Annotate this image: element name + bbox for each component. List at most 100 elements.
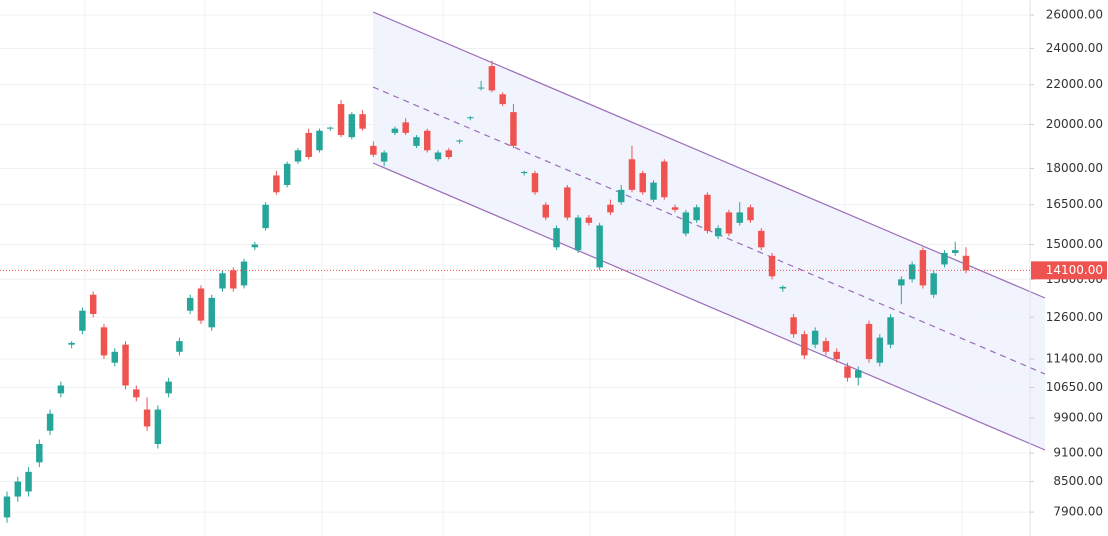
candle-body	[186, 297, 194, 311]
last-price-box	[1031, 261, 1107, 280]
candle-body	[855, 370, 862, 378]
candle-body	[682, 212, 690, 234]
candle-body	[456, 140, 463, 142]
candle-body	[262, 204, 269, 229]
candle-body	[488, 66, 496, 91]
candle-body	[499, 94, 506, 105]
candle-body	[930, 273, 937, 295]
candle-body	[273, 175, 280, 193]
candle-body	[68, 342, 75, 345]
candle-body	[585, 217, 593, 223]
candle-body	[510, 112, 517, 146]
candle-body	[219, 273, 226, 289]
candle-body	[79, 310, 86, 331]
candle-body	[57, 385, 65, 394]
candle-body	[208, 297, 215, 328]
y-tick-label: 26000.00	[1046, 7, 1103, 21]
y-tick-label: 12600.00	[1046, 310, 1103, 324]
candle-body	[671, 207, 679, 210]
candle-body	[833, 351, 840, 360]
candle-body	[779, 286, 787, 289]
candle-body	[240, 261, 248, 286]
candle-body	[650, 182, 657, 200]
y-tick-label: 8500.00	[1053, 474, 1103, 488]
y-tick-label: 9100.00	[1053, 446, 1103, 460]
candle-body	[704, 194, 711, 231]
candle-body	[176, 341, 183, 352]
candle-body	[919, 250, 927, 286]
candle-body	[865, 323, 873, 360]
candle-body	[596, 225, 603, 268]
candle-body	[36, 444, 43, 463]
candle-body	[100, 327, 108, 356]
candle-body	[639, 173, 646, 193]
candle-body	[628, 159, 636, 190]
candle-body	[553, 228, 560, 248]
candle-body	[725, 212, 733, 234]
candle-body	[143, 409, 151, 427]
candle-body	[305, 132, 312, 157]
candle-body	[434, 152, 442, 160]
candle-body	[844, 366, 851, 378]
channel-upper	[372, 11, 1046, 299]
y-tick-label: 15000.00	[1046, 237, 1103, 251]
candle-body	[951, 250, 959, 253]
candle-body	[768, 255, 776, 277]
y-tick-label: 18000.00	[1046, 161, 1103, 175]
candle-body	[811, 330, 819, 345]
candle-body	[898, 279, 905, 286]
candle-body	[714, 228, 722, 237]
candle-body	[89, 294, 97, 314]
candle-body	[251, 244, 259, 248]
candle-body	[876, 337, 884, 363]
candle-body	[413, 137, 420, 146]
candle-body	[294, 150, 302, 162]
candle-body	[197, 288, 205, 321]
candle-body	[531, 173, 539, 193]
candle-body	[445, 150, 453, 157]
candle-body	[758, 230, 765, 248]
candle-body	[133, 389, 140, 398]
last-price-label: 14100.00	[1046, 263, 1103, 277]
candle-body	[607, 204, 614, 213]
y-tick-label: 20000.00	[1046, 117, 1103, 131]
candle-body	[477, 87, 485, 89]
y-tick-label: 16500.00	[1046, 197, 1103, 211]
y-tick-label: 24000.00	[1046, 41, 1103, 55]
candle-body	[908, 264, 916, 280]
y-tick-label: 22000.00	[1046, 77, 1103, 91]
candle-body	[747, 207, 754, 221]
candle-body	[801, 334, 808, 356]
price-axis: 26000.00 24000.00 22000.00 20000.00 18000.00…	[1030, 7, 1103, 519]
candle-body	[941, 252, 948, 265]
candle-body	[574, 217, 582, 251]
candle-body	[962, 255, 970, 271]
candle-body	[165, 381, 172, 394]
channel-lower	[372, 162, 1046, 451]
candle-body	[337, 104, 345, 136]
candle-body	[46, 413, 54, 431]
candle-body	[402, 122, 409, 133]
candle-body	[122, 344, 129, 386]
candle-body	[564, 187, 571, 218]
candle-body	[391, 128, 399, 133]
candle-body	[693, 207, 700, 221]
candle-body	[822, 341, 830, 352]
candle-body	[111, 351, 118, 363]
candles	[3, 60, 970, 523]
candle-body	[736, 212, 743, 223]
candle-body	[316, 130, 323, 151]
candle-body	[542, 204, 549, 218]
candle-body	[3, 496, 11, 518]
candle-body	[617, 189, 625, 203]
candle-body	[230, 270, 237, 289]
candle-body	[887, 317, 894, 345]
candle-body	[348, 114, 356, 138]
candle-body	[370, 145, 377, 155]
candle-body	[154, 409, 162, 445]
candle-body	[790, 317, 797, 335]
candle-body	[661, 161, 668, 198]
candle-body	[467, 117, 474, 119]
y-tick-label: 9900.00	[1053, 410, 1103, 424]
